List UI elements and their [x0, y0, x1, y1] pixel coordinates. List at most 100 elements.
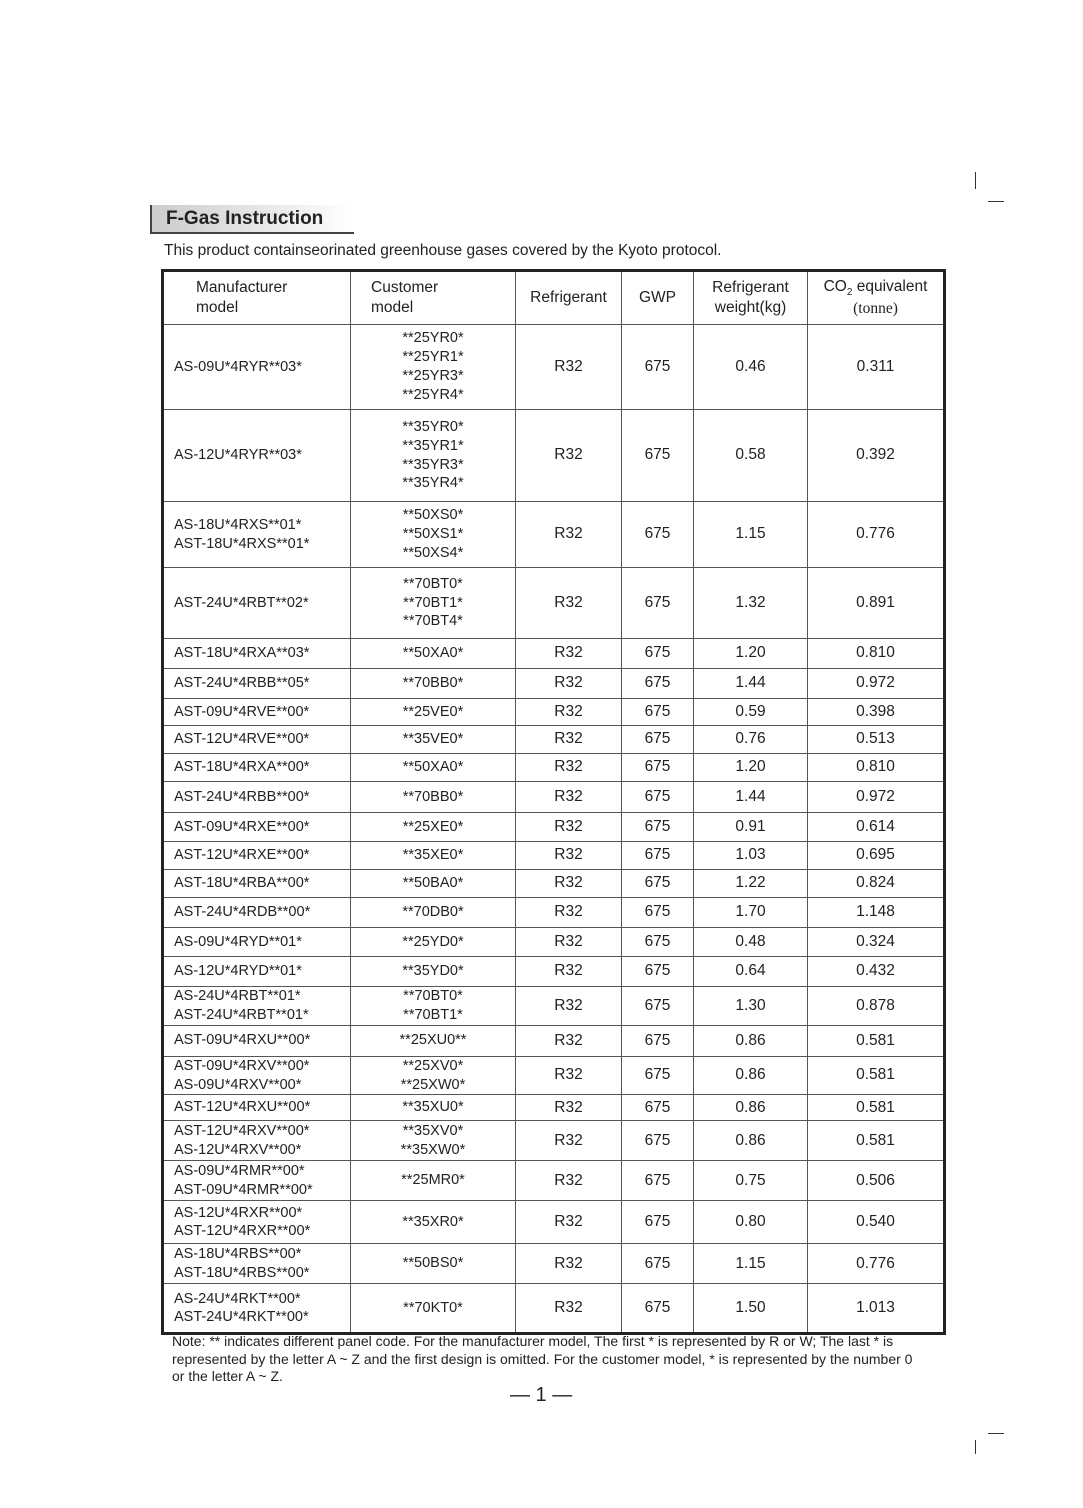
refrigerant-cell: R32: [515, 409, 622, 502]
customer-model-cell: **25MR0*: [350, 1160, 516, 1202]
co2-cell: 0.695: [807, 841, 945, 870]
weight-cell: 0.75: [693, 1160, 808, 1202]
table-row: AST-18U*4RBA**00* **50BA0* R32 675 1.22 0.824: [162, 869, 945, 898]
co2-cell: 0.878: [807, 986, 945, 1026]
refrigerant-cell: R32: [515, 638, 622, 669]
co2-cell: 0.824: [807, 869, 945, 898]
customer-model-cell: **50BS0*: [350, 1243, 516, 1285]
refrigerant-cell: R32: [515, 1283, 622, 1335]
refrigerant-cell: R32: [515, 668, 622, 699]
gwp-cell: 675: [621, 567, 694, 639]
weight-cell: 0.64: [693, 956, 808, 987]
weight-cell: 0.86: [693, 1120, 808, 1162]
refrigerant-cell: R32: [515, 781, 622, 813]
refrigerant-cell: R32: [515, 698, 622, 726]
gwp-cell: 675: [621, 1055, 694, 1096]
co2-cell: 0.506: [807, 1160, 945, 1202]
table-header-row: Manufacturer model Customer model Refriger…: [162, 270, 945, 325]
manufacturer-model-cell: AST-18U*4RXA**03*: [162, 638, 351, 669]
table-row: AS-09U*4RYD**01* **25YD0* R32 675 0.48 0.324: [162, 927, 945, 957]
weight-cell: 1.22: [693, 869, 808, 898]
co2-cell: 0.311: [807, 324, 945, 410]
fgas-table: Manufacturer model Customer model Refriger…: [161, 269, 946, 1336]
manufacturer-model-cell: AST-24U*4RDB**00*: [162, 897, 351, 928]
weight-cell: 1.50: [693, 1283, 808, 1335]
co2-cell: 0.972: [807, 781, 945, 813]
co2-cell: 0.581: [807, 1094, 945, 1122]
gwp-cell: 675: [621, 781, 694, 813]
table-row: AST-09U*4RXE**00* **25XE0* R32 675 0.91 0.614: [162, 812, 945, 842]
table-row: AS-12U*4RXR**00* AST-12U*4RXR**00* **35XR0…: [162, 1200, 945, 1245]
table-row: AST-18U*4RXA**03* **50XA0* R32 675 1.20 0.810: [162, 638, 945, 669]
manufacturer-model-cell: AST-12U*4RXV**00* AS-12U*4RXV**00*: [162, 1120, 351, 1162]
refrigerant-cell: R32: [515, 501, 622, 568]
manufacturer-model-cell: AST-24U*4RBB**00*: [162, 781, 351, 813]
co2-cell: 0.776: [807, 1243, 945, 1285]
crop-mark: [988, 1433, 1004, 1434]
weight-cell: 0.58: [693, 409, 808, 502]
manufacturer-model-cell: AST-09U*4RXE**00*: [162, 812, 351, 842]
manufacturer-model-cell: AS-18U*4RBS**00* AST-18U*4RBS**00*: [162, 1243, 351, 1285]
weight-cell: 1.15: [693, 501, 808, 568]
customer-model-cell: **25YD0*: [350, 927, 516, 957]
weight-cell: 1.20: [693, 753, 808, 782]
refrigerant-cell: R32: [515, 927, 622, 957]
gwp-cell: 675: [621, 1094, 694, 1122]
refrigerant-cell: R32: [515, 897, 622, 928]
weight-cell: 0.48: [693, 927, 808, 957]
manufacturer-model-cell: AST-24U*4RBB**05*: [162, 668, 351, 699]
table-row: AST-12U*4RXU**00* **35XU0* R32 675 0.86 0.581: [162, 1094, 945, 1122]
customer-model-cell: **50XS0* **50XS1* **50XS4*: [350, 501, 516, 568]
refrigerant-cell: R32: [515, 1120, 622, 1162]
footnote: Note: ** indicates different panel code.…: [172, 1333, 913, 1384]
page-number: — 1 —: [510, 1384, 573, 1406]
table-row: AST-24U*4RDB**00* **70DB0* R32 675 1.70 1.148: [162, 897, 945, 928]
weight-cell: 1.03: [693, 841, 808, 870]
weight-cell: 1.44: [693, 668, 808, 699]
co2-cell: 0.891: [807, 567, 945, 639]
gwp-cell: 675: [621, 1243, 694, 1285]
table-row: AS-09U*4RMR**00* AST-09U*4RMR**00* **25MR0…: [162, 1160, 945, 1202]
gwp-cell: 675: [621, 1120, 694, 1162]
gwp-cell: 675: [621, 841, 694, 870]
header-co2: CO2 equivalent (tonne): [807, 270, 945, 325]
table-row: AST-12U*4RXE**00* **35XE0* R32 675 1.03 0.695: [162, 841, 945, 870]
intro-text: This product containseorinated greenhous…: [164, 242, 722, 259]
header-gwp: GWP: [621, 270, 694, 325]
manufacturer-model-cell: AST-24U*4RBT**02*: [162, 567, 351, 639]
table-row: AS-24U*4RBT**01* AST-24U*4RBT**01* **70BT0…: [162, 986, 945, 1026]
gwp-cell: 675: [621, 501, 694, 568]
table-row: AST-09U*4RXV**00* AS-09U*4RXV**00* **25XV0…: [162, 1055, 945, 1096]
gwp-cell: 675: [621, 698, 694, 726]
manufacturer-model-cell: AST-12U*4RXU**00*: [162, 1094, 351, 1122]
table-row: AS-18U*4RXS**01* AST-18U*4RXS**01* **50XS0…: [162, 501, 945, 568]
customer-model-cell: **35VE0*: [350, 725, 516, 754]
customer-model-cell: **25XU0**: [350, 1024, 516, 1057]
co2-cell: 0.972: [807, 668, 945, 699]
co2-cell: 1.013: [807, 1283, 945, 1335]
refrigerant-cell: R32: [515, 1200, 622, 1245]
customer-model-cell: **35XV0* **35XW0*: [350, 1120, 516, 1162]
gwp-cell: 675: [621, 753, 694, 782]
gwp-cell: 675: [621, 986, 694, 1026]
manufacturer-model-cell: AS-12U*4RYD**01*: [162, 956, 351, 987]
gwp-cell: 675: [621, 956, 694, 987]
co2-cell: 0.810: [807, 638, 945, 669]
manufacturer-model-cell: AST-09U*4RXV**00* AS-09U*4RXV**00*: [162, 1055, 351, 1096]
weight-cell: 1.44: [693, 781, 808, 813]
co2-cell: 0.581: [807, 1055, 945, 1096]
table-row: AS-18U*4RBS**00* AST-18U*4RBS**00* **50BS0…: [162, 1243, 945, 1285]
gwp-cell: 675: [621, 1283, 694, 1335]
co2-cell: 0.540: [807, 1200, 945, 1245]
weight-cell: 1.30: [693, 986, 808, 1026]
refrigerant-cell: R32: [515, 986, 622, 1026]
customer-model-cell: **70BB0*: [350, 781, 516, 813]
manufacturer-model-cell: AS-24U*4RBT**01* AST-24U*4RBT**01*: [162, 986, 351, 1026]
refrigerant-cell: R32: [515, 324, 622, 410]
gwp-cell: 675: [621, 927, 694, 957]
crop-mark: [975, 1440, 976, 1454]
customer-model-cell: **25VE0*: [350, 698, 516, 726]
weight-cell: 0.91: [693, 812, 808, 842]
co2-cell: 0.581: [807, 1120, 945, 1162]
co2-cell: 0.776: [807, 501, 945, 568]
